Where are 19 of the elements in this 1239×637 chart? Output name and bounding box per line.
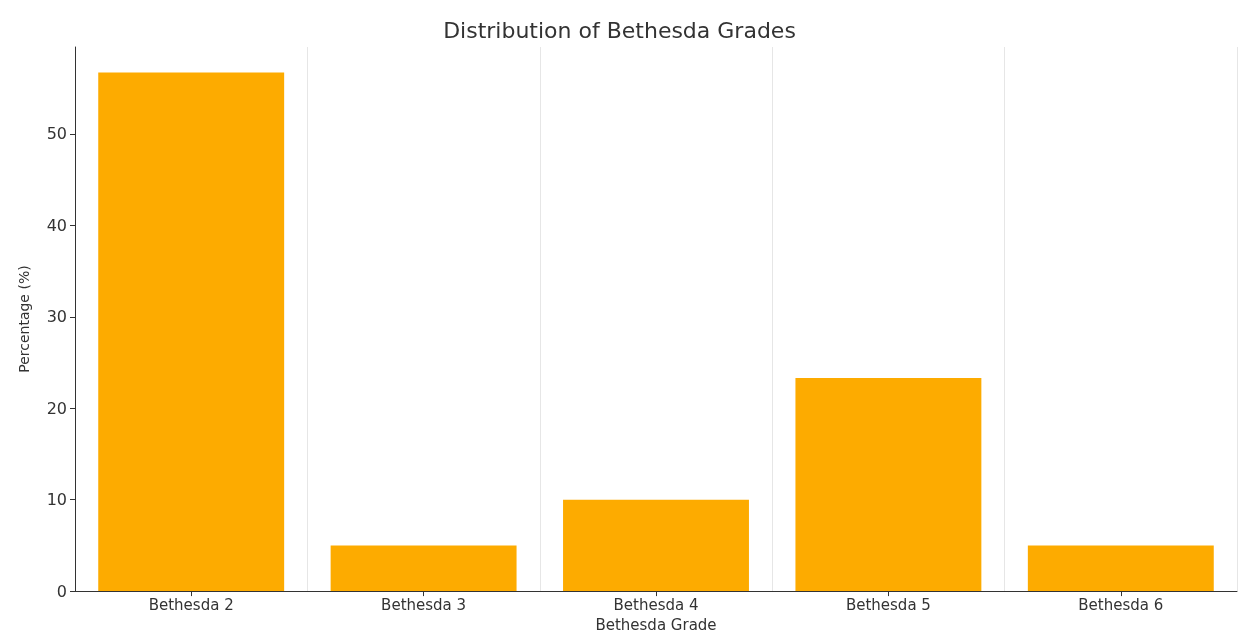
bar — [330, 545, 517, 592]
bar — [98, 72, 285, 592]
y-tick-label: 0 — [56, 581, 67, 601]
x-axis-title: Bethesda Grade — [595, 615, 717, 634]
x-tick-label: Bethesda 3 — [381, 595, 467, 614]
y-tick-label: 40 — [46, 215, 67, 235]
x-tick-label: Bethesda 5 — [845, 595, 931, 614]
y-axis-title: Percentage (%) — [16, 265, 32, 373]
bar — [563, 499, 749, 592]
y-tick-label: 20 — [46, 398, 67, 418]
y-tick-label: 50 — [46, 124, 67, 144]
y-tick-label: 30 — [46, 307, 67, 327]
x-tick-label: Bethesda 2 — [148, 595, 234, 614]
x-tick-label: Bethesda 6 — [1078, 595, 1164, 614]
chart-title: Distribution of Bethesda Grades — [443, 17, 796, 43]
bar — [795, 378, 982, 592]
x-tick-label: Bethesda 4 — [613, 595, 699, 614]
y-tick-label: 10 — [46, 490, 67, 510]
bar — [1027, 545, 1214, 592]
